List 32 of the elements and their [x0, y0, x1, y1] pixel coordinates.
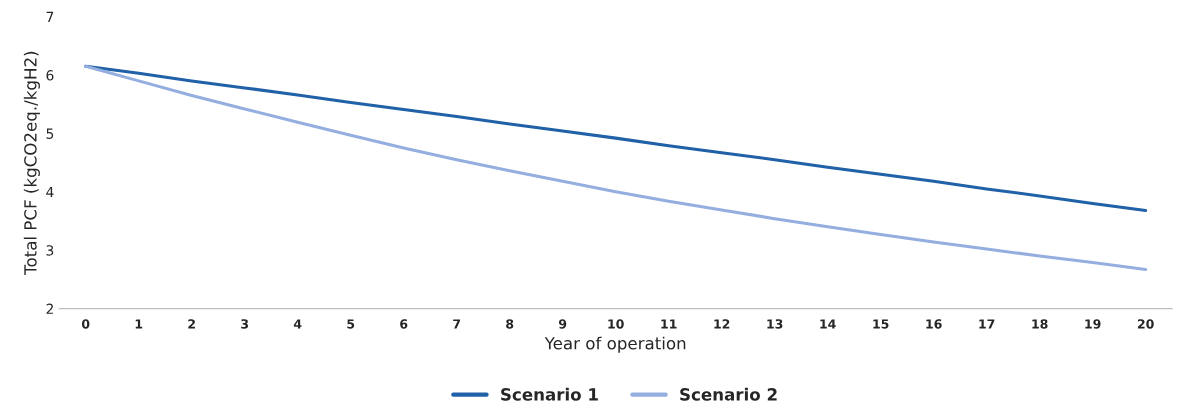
- x-axis-title: Year of operation: [544, 336, 686, 353]
- x-tick-label: 2: [188, 319, 195, 329]
- line-series: [84, 64, 1148, 271]
- x-tick-label: 11: [661, 319, 677, 329]
- x-tick-label: 15: [873, 319, 889, 329]
- x-tick-label: 18: [1032, 319, 1048, 329]
- y-tick-label: 3: [46, 245, 54, 256]
- x-tick-label: 13: [767, 319, 783, 329]
- x-tick-label: 9: [558, 319, 567, 329]
- x-tick-label: 7: [453, 319, 461, 329]
- x-tick-label: 17: [979, 319, 995, 329]
- legend-label: Scenario 2: [680, 387, 777, 401]
- x-tick-label: 8: [506, 319, 514, 329]
- x-tick-label: 6: [400, 319, 408, 329]
- legend-label: Scenario 1: [501, 387, 598, 401]
- x-tick-label: 12: [714, 319, 730, 329]
- x-tick-label: 16: [926, 319, 942, 329]
- x-tick-label: 19: [1085, 319, 1101, 329]
- x-tick-label: 5: [347, 319, 355, 329]
- x-tick-label: 14: [820, 319, 836, 329]
- x-tick-label: 20: [1137, 319, 1154, 329]
- x-tick-label: 3: [241, 319, 249, 329]
- y-tick-label: 5: [46, 128, 54, 139]
- x-tick-label: 0: [81, 319, 90, 329]
- x-tick-label: 4: [293, 319, 302, 329]
- y-tick-label: 4: [46, 186, 54, 198]
- y-axis-title: Total PCF (kgCO2eq./kgH2): [23, 51, 40, 275]
- y-tick-label: 2: [46, 303, 53, 314]
- y-tick-label: 7: [46, 11, 54, 22]
- y-tick-label: 6: [46, 70, 54, 81]
- x-tick-label: 1: [135, 319, 143, 329]
- x-tick-label: 10: [608, 319, 624, 329]
